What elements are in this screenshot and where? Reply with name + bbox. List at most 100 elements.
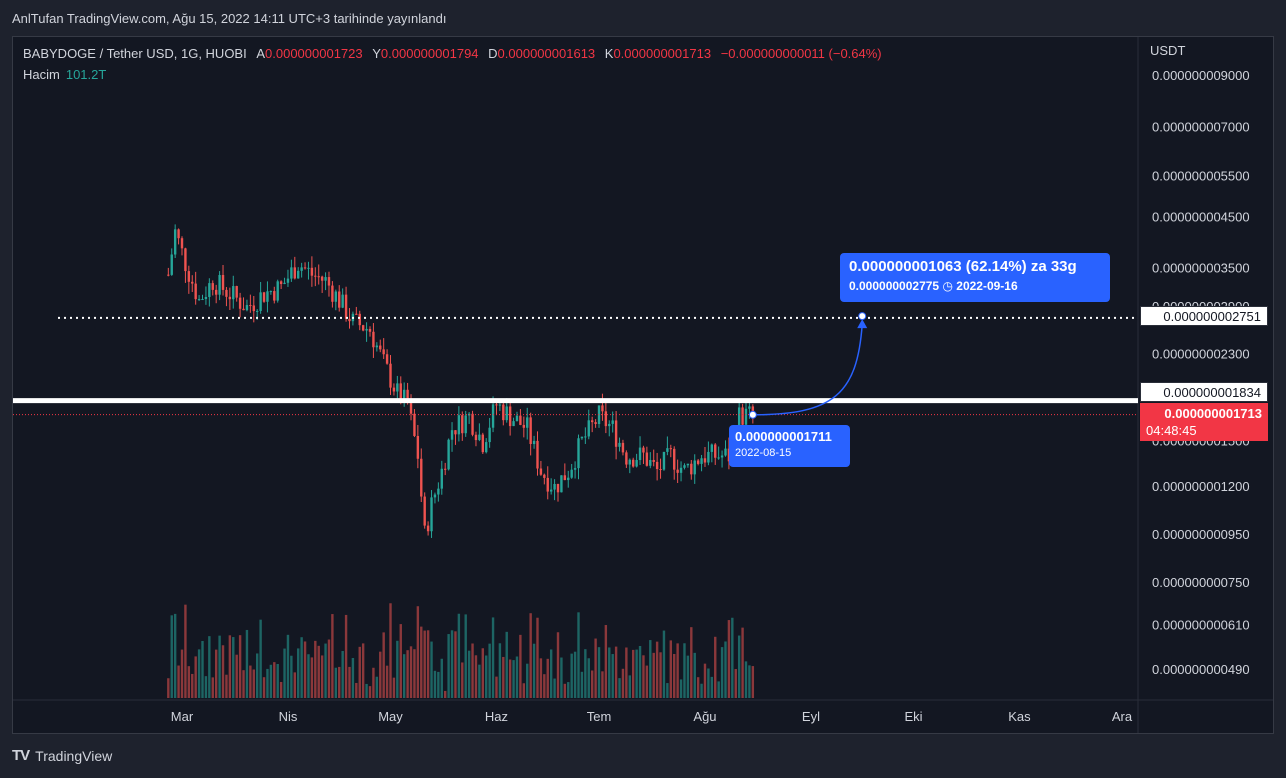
volume-bar	[467, 650, 471, 698]
volume-bar	[632, 649, 635, 698]
high-value: 0.000000001794	[380, 46, 479, 61]
volume-bar	[655, 641, 659, 698]
volume-bar	[635, 649, 638, 698]
volume-bar	[416, 606, 420, 698]
candle-body	[399, 383, 402, 403]
candle-body	[618, 442, 621, 447]
volume-bar	[461, 662, 464, 698]
volume-bar	[532, 643, 536, 698]
projection-label[interactable]: 0.000000001063 (62.14%) za 33g 0.0000000…	[840, 253, 1110, 302]
publish-line: AnlTufan TradingView.com, Ağu 15, 2022 1…	[12, 11, 447, 26]
volume-bar	[307, 654, 310, 698]
volume-bar	[621, 668, 625, 698]
candle-body	[485, 442, 488, 453]
candle-body	[228, 296, 232, 300]
candle-body	[283, 282, 286, 285]
tradingview-logo[interactable]: TV TradingView	[12, 747, 112, 764]
last-price-value: 0.000000001713	[1164, 406, 1262, 421]
volume-bar	[580, 671, 584, 698]
chart-pane[interactable]	[12, 36, 1274, 734]
candle-body	[331, 285, 334, 302]
volume-bar	[402, 654, 406, 698]
volume-label[interactable]: Hacim	[23, 67, 60, 82]
point-label[interactable]: 0.000000001711 2022-08-15	[729, 425, 850, 467]
candle-body	[751, 406, 755, 413]
volume-bar	[601, 671, 604, 698]
open-label: A	[256, 46, 266, 61]
candle-body	[327, 277, 331, 286]
volume-bar	[553, 678, 556, 698]
volume-bar	[546, 658, 549, 698]
projection-details: 0.000000002775 ◷ 2022-09-16	[849, 279, 1101, 293]
candle-body	[727, 448, 731, 462]
volume-bar	[549, 649, 553, 698]
candle-body	[635, 460, 638, 467]
volume-bar	[303, 641, 307, 698]
candle-body	[167, 274, 170, 276]
candle-body	[276, 281, 279, 301]
projection-date: 2022-09-16	[956, 279, 1018, 293]
candle-body	[238, 297, 242, 309]
candle-body	[444, 468, 447, 470]
candle-body	[372, 331, 375, 348]
volume-bar	[481, 648, 484, 698]
candle-body	[375, 345, 379, 348]
projection-curve	[752, 324, 863, 416]
x-tick-label: Mar	[171, 709, 194, 724]
candle-body	[249, 305, 252, 307]
symbol-legend: BABYDOGE / Tether USD, 1G, HUOBI A 0.0000…	[23, 46, 882, 61]
candle-body	[355, 313, 358, 315]
volume-bar	[293, 672, 296, 698]
candle-body	[529, 417, 532, 445]
volume-bar	[290, 655, 293, 698]
candle-body	[543, 474, 546, 478]
projection-start-point	[748, 410, 757, 419]
volume-bar	[273, 662, 276, 698]
volume-bar	[597, 647, 601, 698]
candle-body	[297, 270, 300, 279]
volume-bar	[693, 652, 696, 698]
volume-bar	[358, 646, 361, 698]
volume-bar	[355, 682, 358, 698]
volume-bar	[279, 681, 283, 698]
volume-bar	[563, 683, 567, 698]
candle-body	[744, 408, 748, 425]
volume-bar	[389, 603, 392, 698]
candle-body	[365, 328, 368, 331]
point-date: 2022-08-15	[735, 447, 792, 459]
candle-body	[662, 451, 666, 470]
candle-body	[392, 387, 396, 392]
volume-bar	[249, 665, 252, 698]
candle-body	[317, 276, 320, 278]
projection-headline: 0.000000001063 (62.14%) za 33g	[849, 258, 1077, 275]
volume-bar	[276, 663, 279, 698]
close-label: K	[604, 46, 614, 61]
candle-body	[481, 434, 484, 453]
candle-body	[590, 420, 594, 423]
volume-bar	[283, 648, 286, 698]
volume-bar	[587, 658, 590, 698]
volume-bar	[573, 651, 577, 698]
candle-body	[666, 448, 669, 452]
volume-bar	[744, 661, 748, 698]
volume-bar	[331, 614, 334, 698]
volume-bar	[320, 655, 324, 698]
volume-bar	[430, 641, 433, 698]
candle-body	[303, 267, 307, 269]
candle-body	[461, 415, 464, 434]
volume-bar	[426, 630, 430, 698]
candle-body	[413, 413, 416, 436]
volume-bar	[652, 652, 655, 698]
last-price-tag: 0.000000001713 04:48:45	[1140, 403, 1268, 441]
countdown-value: 04:48:45	[1146, 423, 1197, 438]
volume-value: 101.2T	[65, 67, 107, 82]
volume-bar	[519, 634, 522, 698]
volume-bar	[529, 613, 532, 698]
volume-bar	[259, 619, 262, 698]
volume-bar	[262, 677, 266, 698]
candle-body	[748, 406, 751, 409]
volume-bar	[522, 683, 526, 698]
candle-body	[584, 436, 587, 438]
symbol-name[interactable]: BABYDOGE / Tether USD, 1G, HUOBI	[23, 46, 247, 61]
